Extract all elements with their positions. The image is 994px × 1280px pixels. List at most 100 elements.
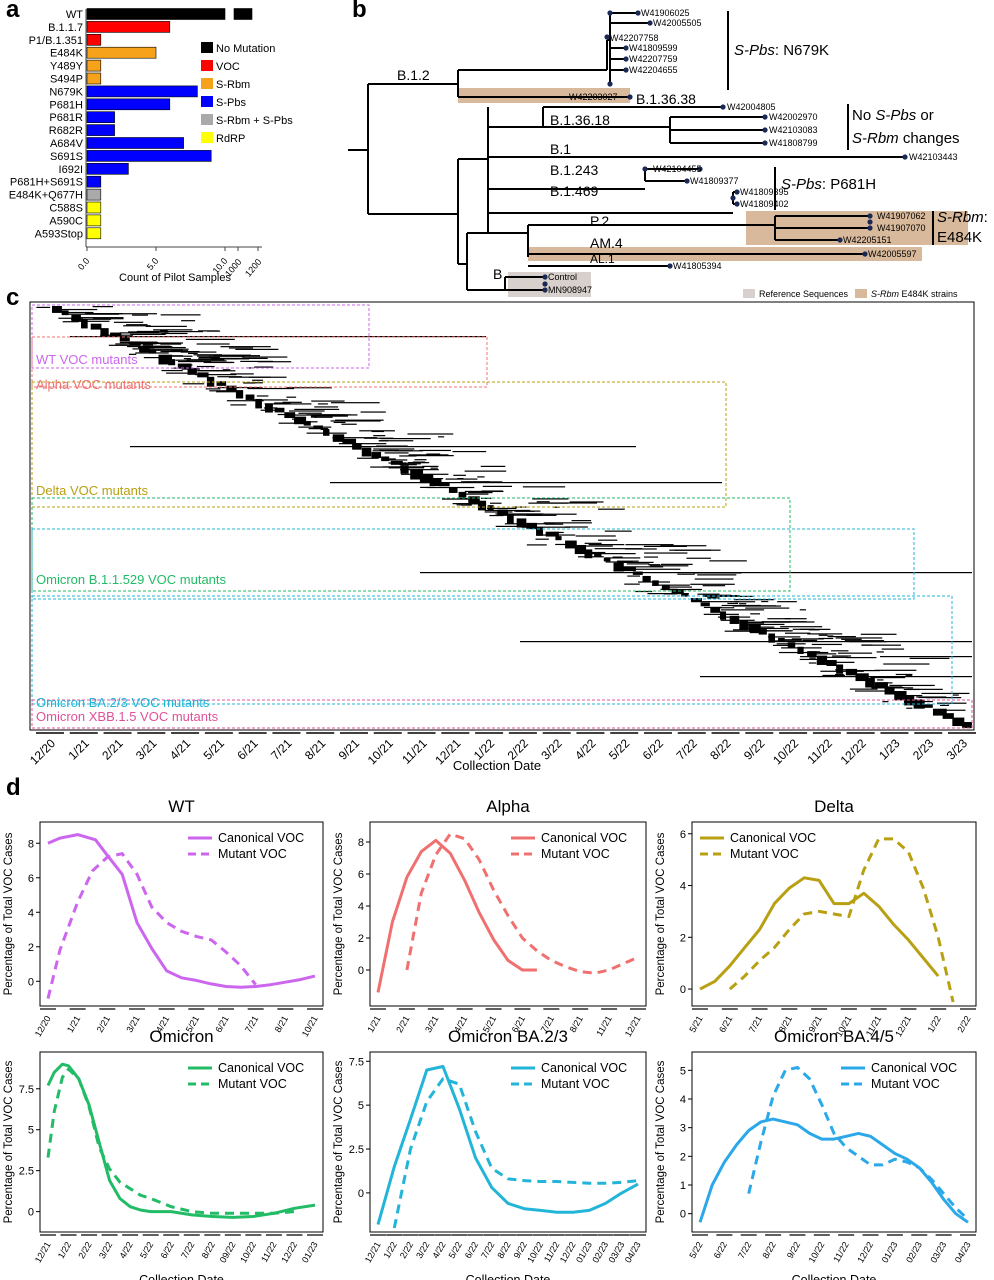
mutation-line [877, 679, 884, 681]
x-tick-label: 1/22 [382, 1240, 399, 1260]
diagonal-block [632, 571, 643, 575]
diagonal-block [197, 372, 209, 378]
bar [86, 111, 115, 123]
annotation-e484k: E484K [937, 229, 982, 246]
mutation-line [320, 428, 330, 431]
tip-label: W41805394 [673, 261, 722, 271]
chart-title: WT [168, 797, 194, 816]
diagonal-block [139, 345, 150, 353]
x-tick-label: 11/22 [805, 736, 836, 767]
chart-title: Omicron BA.4/5 [774, 1027, 894, 1046]
mutation-line [175, 359, 190, 361]
mutation-line [594, 548, 643, 550]
y-tick-label: 0 [358, 965, 364, 977]
mutation-line [818, 656, 848, 658]
y-axis-label: Percentage of Total VOC Cases [655, 1060, 667, 1223]
diagonal-block [584, 549, 593, 559]
diagonal-block [226, 385, 237, 391]
mutation-line [827, 635, 834, 637]
box-label-wt: WT VOC mutants [36, 352, 138, 367]
bar [86, 163, 129, 175]
mutation-line [36, 306, 51, 308]
x-tick-label: 5.0 [145, 256, 161, 272]
bar [86, 227, 102, 240]
mutation-line [254, 366, 274, 368]
mutation-line [310, 416, 317, 418]
mutation-line [745, 621, 791, 623]
mutation-line [784, 632, 811, 634]
mutation-line [644, 552, 688, 554]
category-label: WT [66, 9, 83, 21]
x-tick-label: 3/22 [538, 736, 565, 763]
tip-label: W42203027 [569, 92, 618, 102]
x-tick-label: 4/21 [167, 736, 194, 763]
x-tick-label: 12/22 [279, 1240, 299, 1265]
mutation-line [115, 343, 128, 345]
category-label: E484K+Q677H [9, 190, 83, 202]
box-label-xbb: Omicron XBB.1.5 VOC mutants [36, 709, 219, 724]
panel-a-bars [86, 8, 253, 240]
mutation-line [277, 413, 288, 416]
tip-dot [734, 189, 740, 195]
mutation-line [181, 320, 196, 322]
diagonal-block [594, 553, 602, 558]
panel-c-xlabel: Collection Date [453, 758, 541, 773]
legend-label: S-Rbm + S-Pbs [216, 115, 293, 127]
mutation-line [895, 673, 913, 676]
tip-label: W41906025 [641, 8, 690, 18]
diagonal-block [642, 575, 651, 583]
mutation-line [314, 416, 333, 418]
mutation-line [745, 622, 765, 624]
x-tick-label: 09/22 [218, 1240, 238, 1265]
x-tick-label: 6/22 [712, 1240, 729, 1260]
mutation-line [314, 406, 339, 408]
x-tick-label: 2/22 [398, 1240, 415, 1260]
mutation-line [838, 652, 873, 654]
mutation-line [196, 355, 245, 357]
tip-dot [762, 114, 768, 120]
mutation-line [791, 638, 824, 640]
diagonal-block [119, 336, 130, 342]
mutation-line [761, 600, 769, 603]
mutation-line [487, 507, 517, 510]
x-tick-label: 8/22 [707, 736, 734, 763]
diagonal-block [816, 655, 828, 665]
x-tick-label: 6/22 [640, 736, 667, 763]
clade-labels: B.1.2 B.1.36.38 B.1.36.18 B.1 B.1.243 B.… [397, 67, 696, 282]
mutation-line [662, 586, 692, 588]
mutation-line [68, 313, 120, 315]
mutation-line [407, 462, 430, 464]
mutation-line [311, 400, 345, 402]
legend-label: RdRP [216, 133, 245, 145]
x-tick-label: 12/21 [893, 1014, 913, 1039]
x-tick-label: 12/21 [33, 1240, 53, 1265]
mutation-line [745, 607, 790, 609]
mutation-line [889, 684, 935, 687]
category-label: N679K [49, 86, 83, 98]
diagonal-block [719, 611, 727, 620]
mutation-line [569, 501, 604, 503]
voc-boxes [31, 304, 973, 729]
annotation-spbs-n679k: S-Pbs: N679K [734, 42, 829, 59]
mutation-line [160, 314, 201, 316]
x-tick-label: 10/22 [238, 1240, 258, 1265]
mutation-line [359, 430, 395, 432]
mutation-line [489, 502, 502, 504]
legend-ref-label: Reference Sequences [759, 289, 849, 299]
mutation-line [575, 535, 616, 537]
diagonal-block [264, 403, 273, 413]
tip-dot [902, 154, 908, 160]
diagonal-block [313, 425, 323, 430]
mutation-line [422, 465, 439, 467]
mutation-line [464, 470, 507, 472]
panel-letter-a: a [6, 0, 20, 23]
x-tick-label: 10/22 [770, 736, 801, 767]
diagonal-block [400, 465, 409, 474]
panel-letter-b: b [352, 0, 367, 23]
mutation-line [808, 662, 817, 664]
mutation-line [160, 343, 182, 345]
mutation-line [906, 688, 943, 690]
mutation-line [161, 332, 188, 335]
diagonal-block [758, 629, 767, 635]
diagonal-block [516, 518, 527, 528]
